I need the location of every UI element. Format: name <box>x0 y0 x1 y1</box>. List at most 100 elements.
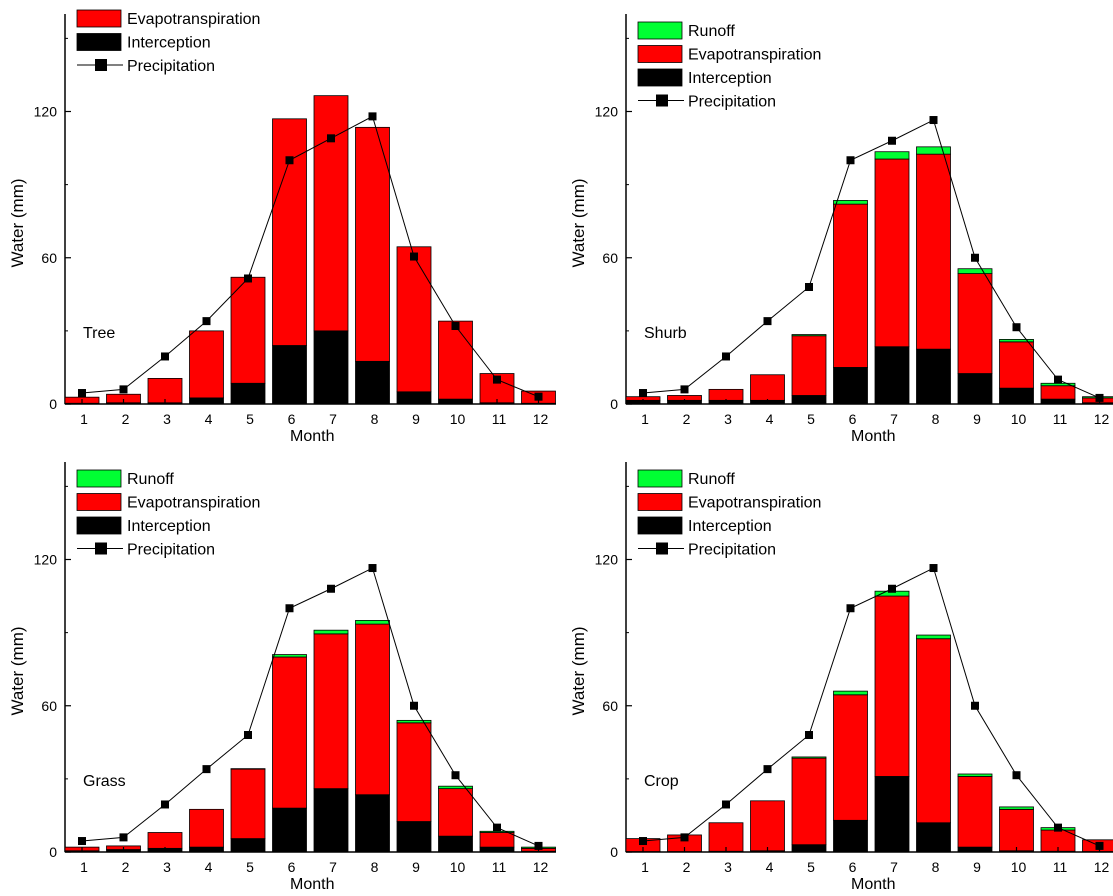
precipitation-point-month-3 <box>161 352 169 361</box>
precipitation-point-month-1 <box>639 837 647 846</box>
x-tick-label: 11 <box>492 411 507 427</box>
bar-interception-month-8 <box>916 348 951 405</box>
x-tick-label: 2 <box>122 859 130 875</box>
y-tick-label: 120 <box>34 104 58 120</box>
x-tick-label: 6 <box>288 859 296 875</box>
precipitation-point-month-1 <box>78 389 86 398</box>
bar-runoff-month-10 <box>999 339 1034 343</box>
precipitation-point-month-8 <box>929 564 938 573</box>
bar-evapotranspiration-month-5 <box>791 335 827 396</box>
x-tick-label: 6 <box>849 411 857 427</box>
legend-label-evapotranspiration: Evapotranspiration <box>127 495 260 512</box>
precipitation-point-month-2 <box>119 833 128 842</box>
bar-interception-month-9 <box>957 373 993 405</box>
precipitation-point-month-6 <box>285 604 294 613</box>
x-tick-label: 4 <box>766 411 774 427</box>
bar-evapotranspiration-month-6 <box>833 694 868 821</box>
panel-label: Shurb <box>644 325 687 342</box>
bar-interception-month-7 <box>313 330 349 405</box>
x-tick-label: 6 <box>288 411 296 427</box>
x-tick-label: 9 <box>412 859 420 875</box>
bar-evapotranspiration-month-11 <box>479 832 515 848</box>
precipitation-point-month-6 <box>846 156 855 165</box>
y-tick-label: 0 <box>610 396 618 412</box>
precipitation-point-month-3 <box>161 800 169 809</box>
precipitation-point-month-12 <box>1095 393 1104 402</box>
precipitation-point-month-8 <box>929 116 938 125</box>
bar-evapotranspiration-month-11 <box>1040 385 1076 400</box>
bar-interception-month-6 <box>833 819 868 853</box>
x-tick-label: 4 <box>205 411 213 427</box>
precipitation-point-month-10 <box>1012 771 1021 780</box>
x-tick-label: 10 <box>450 411 466 427</box>
bar-runoff-month-7 <box>313 629 349 635</box>
precipitation-point-month-1 <box>78 837 86 846</box>
x-tick-label: 11 <box>1053 859 1068 875</box>
bar-evapotranspiration-month-5 <box>791 757 827 846</box>
precipitation-line <box>642 567 1100 847</box>
legend-label-interception: Interception <box>688 518 772 535</box>
x-tick-label: 12 <box>533 411 549 427</box>
bar-evapotranspiration-month-5 <box>230 276 266 384</box>
bar-runoff-month-9 <box>957 268 993 274</box>
precipitation-point-month-3 <box>722 800 730 809</box>
legend-label-interception: Interception <box>127 518 211 535</box>
precipitation-point-month-7 <box>327 584 335 593</box>
precipitation-point-month-6 <box>285 156 294 165</box>
bar-runoff-month-5 <box>791 756 827 759</box>
precipitation-point-month-4 <box>202 317 211 326</box>
x-tick-label: 3 <box>724 411 732 427</box>
bar-evapotranspiration-month-6 <box>272 118 307 346</box>
precipitation-point-month-2 <box>680 833 689 842</box>
legend-label-precipitation: Precipitation <box>127 58 215 75</box>
x-tick-label: 7 <box>890 411 898 427</box>
x-tick-label: 9 <box>412 411 420 427</box>
precipitation-point-month-12 <box>1095 841 1104 850</box>
panel-label: Crop <box>644 773 679 790</box>
precipitation-line <box>81 115 539 398</box>
legend-label-evapotranspiration: Evapotranspiration <box>688 495 821 512</box>
x-tick-label: 8 <box>932 859 940 875</box>
precipitation-point-month-5 <box>244 731 252 739</box>
x-axis-label: Month <box>290 428 334 445</box>
bar-evapotranspiration-month-8 <box>355 126 390 362</box>
x-tick-label: 3 <box>163 411 171 427</box>
y-tick-label: 120 <box>595 552 619 568</box>
bar-interception-month-6 <box>833 367 868 405</box>
bar-evapotranspiration-month-7 <box>313 95 349 332</box>
bar-interception-month-7 <box>313 788 349 853</box>
y-tick-label: 60 <box>41 698 57 714</box>
bar-runoff-month-7 <box>874 151 910 160</box>
y-tick-label: 60 <box>602 698 618 714</box>
bar-evapotranspiration-month-7 <box>313 633 349 790</box>
x-axis-label: Month <box>851 428 895 445</box>
bar-runoff-month-8 <box>355 620 390 625</box>
bar-evapotranspiration-month-3 <box>708 388 744 401</box>
x-tick-label: 8 <box>371 859 379 875</box>
panel-label: Grass <box>83 773 126 790</box>
bar-evapotranspiration-month-4 <box>750 800 785 852</box>
y-tick-label: 0 <box>49 844 57 860</box>
bar-evapotranspiration-month-9 <box>396 722 432 822</box>
bar-runoff-month-6 <box>272 654 307 658</box>
legend-swatch-precipitation-marker <box>95 542 107 555</box>
x-tick-label: 10 <box>450 859 466 875</box>
precipitation-point-month-7 <box>888 584 896 593</box>
precipitation-point-month-4 <box>763 765 772 774</box>
x-tick-label: 6 <box>849 859 857 875</box>
legend-swatch-runoff <box>637 469 683 488</box>
bar-interception-month-9 <box>396 821 432 853</box>
x-tick-label: 4 <box>205 859 213 875</box>
precipitation-point-month-11 <box>493 823 501 832</box>
y-tick-label: 0 <box>610 844 618 860</box>
legend-swatch-interception <box>637 68 683 87</box>
precipitation-point-month-11 <box>1054 823 1062 832</box>
legend-label-precipitation: Precipitation <box>127 542 215 559</box>
x-tick-label: 2 <box>683 411 691 427</box>
bar-evapotranspiration-month-3 <box>708 822 744 852</box>
legend-label-runoff: Runoff <box>127 471 174 488</box>
legend-swatch-evapotranspiration <box>76 9 122 28</box>
